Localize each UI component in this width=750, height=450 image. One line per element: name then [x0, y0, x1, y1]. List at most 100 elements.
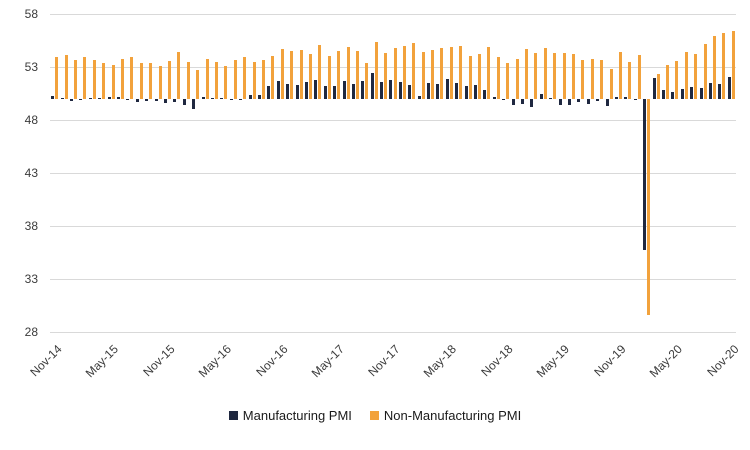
gridline — [50, 173, 736, 174]
gridline — [50, 14, 736, 15]
x-tick-label: Nov-20 — [703, 342, 742, 380]
bar-non-manufacturing-pmi — [327, 56, 331, 99]
bar-manufacturing-pmi — [633, 98, 637, 100]
bar-non-manufacturing-pmi — [628, 61, 632, 99]
bar-non-manufacturing-pmi — [684, 52, 688, 99]
gridline — [50, 226, 736, 227]
bar-non-manufacturing-pmi — [722, 33, 726, 99]
x-tick-label: Nov-19 — [591, 342, 629, 380]
bar-non-manufacturing-pmi — [506, 62, 510, 99]
bar-manufacturing-pmi — [605, 98, 609, 107]
bar-manufacturing-pmi — [586, 98, 590, 105]
x-tick-label: Nov-15 — [140, 342, 178, 380]
legend-item-non-manufacturing: Non-Manufacturing PMI — [369, 408, 521, 423]
bar-manufacturing-pmi — [671, 92, 675, 99]
bar-non-manufacturing-pmi — [562, 53, 566, 99]
bar-non-manufacturing-pmi — [158, 65, 162, 99]
bar-non-manufacturing-pmi — [637, 55, 641, 99]
bar-manufacturing-pmi — [380, 81, 384, 99]
bar-non-manufacturing-pmi — [196, 70, 200, 99]
bar-non-manufacturing-pmi — [543, 47, 547, 99]
bar-non-manufacturing-pmi — [449, 46, 453, 99]
bar-non-manufacturing-pmi — [468, 56, 472, 99]
bar-non-manufacturing-pmi — [731, 30, 735, 99]
bar-non-manufacturing-pmi — [233, 59, 237, 99]
y-tick-label: 28 — [24, 325, 38, 339]
bar-manufacturing-pmi — [708, 82, 712, 99]
bar-manufacturing-pmi — [173, 98, 177, 102]
bar-non-manufacturing-pmi — [224, 65, 228, 99]
x-tick-label: Nov-18 — [478, 342, 516, 380]
bar-manufacturing-pmi — [69, 98, 73, 101]
bar-non-manufacturing-pmi — [609, 69, 613, 99]
bar-manufacturing-pmi — [220, 97, 224, 99]
bar-non-manufacturing-pmi — [177, 52, 181, 99]
x-axis-labels: Nov-14 May-15 Nov-15 May-16 Nov-16 May-17 Nov-… — [27, 338, 741, 400]
bar-non-manufacturing-pmi — [534, 53, 538, 99]
x-tick-label: May-17 — [308, 342, 347, 381]
bar-non-manufacturing-pmi — [83, 57, 87, 99]
bar-non-manufacturing-pmi — [280, 48, 284, 99]
y-tick-label: 48 — [24, 113, 38, 127]
bar-manufacturing-pmi — [511, 98, 515, 106]
x-tick-label: Nov-17 — [365, 342, 403, 380]
bar-manufacturing-pmi — [464, 86, 468, 99]
bar-manufacturing-pmi — [445, 78, 449, 99]
bar-non-manufacturing-pmi — [459, 45, 463, 99]
y-tick-label: 53 — [24, 60, 38, 74]
bar-non-manufacturing-pmi — [666, 64, 670, 99]
bar-manufacturing-pmi — [558, 98, 562, 106]
bar-manufacturing-pmi — [502, 98, 506, 100]
bar-non-manufacturing-pmi — [214, 61, 218, 99]
bar-manufacturing-pmi — [699, 88, 703, 99]
bar-manufacturing-pmi — [427, 82, 431, 99]
bar-manufacturing-pmi — [727, 76, 731, 99]
bar-non-manufacturing-pmi — [478, 54, 482, 99]
bar-manufacturing-pmi — [276, 80, 280, 99]
bar-non-manufacturing-pmi — [92, 59, 96, 99]
bar-non-manufacturing-pmi — [149, 62, 153, 99]
bar-manufacturing-pmi — [107, 96, 111, 99]
bar-manufacturing-pmi — [192, 98, 196, 110]
bar-manufacturing-pmi — [521, 98, 525, 105]
bar-non-manufacturing-pmi — [120, 58, 124, 99]
y-tick-label: 43 — [24, 166, 38, 180]
bar-manufacturing-pmi — [51, 95, 55, 99]
legend-item-manufacturing: Manufacturing PMI — [228, 408, 352, 423]
x-tick-label: May-19 — [533, 342, 573, 381]
bar-non-manufacturing-pmi — [600, 59, 604, 99]
bar-manufacturing-pmi — [596, 98, 600, 101]
x-tick-label: May-18 — [421, 342, 460, 381]
gridline — [50, 279, 736, 280]
bar-manufacturing-pmi — [286, 83, 290, 99]
bar-manufacturing-pmi — [201, 96, 205, 99]
bar-manufacturing-pmi — [257, 94, 261, 99]
bar-non-manufacturing-pmi — [402, 45, 406, 99]
bar-manufacturing-pmi — [60, 97, 64, 99]
bar-non-manufacturing-pmi — [393, 47, 397, 99]
x-tick-label: Nov-16 — [252, 342, 291, 380]
y-tick-label: 33 — [24, 272, 38, 286]
bar-manufacturing-pmi — [370, 73, 374, 99]
bar-manufacturing-pmi — [304, 81, 308, 99]
bar-manufacturing-pmi — [455, 82, 459, 99]
bar-non-manufacturing-pmi — [581, 59, 585, 99]
bar-non-manufacturing-pmi — [355, 51, 359, 99]
bar-non-manufacturing-pmi — [205, 58, 209, 99]
bar-non-manufacturing-pmi — [308, 54, 312, 99]
x-tick-label: May-20 — [646, 342, 685, 381]
bar-manufacturing-pmi — [539, 93, 543, 99]
bar-manufacturing-pmi — [154, 98, 158, 101]
bar-manufacturing-pmi — [389, 79, 393, 99]
bar-manufacturing-pmi — [577, 98, 581, 102]
bar-manufacturing-pmi — [680, 89, 684, 99]
bar-manufacturing-pmi — [229, 98, 233, 100]
bar-manufacturing-pmi — [342, 80, 346, 99]
bar-non-manufacturing-pmi — [271, 56, 275, 99]
bar-non-manufacturing-pmi — [186, 61, 190, 99]
bar-non-manufacturing-pmi — [675, 60, 679, 99]
bar-manufacturing-pmi — [408, 85, 412, 99]
bar-manufacturing-pmi — [182, 98, 186, 106]
bar-manufacturing-pmi — [333, 86, 337, 99]
bar-non-manufacturing-pmi — [412, 42, 416, 99]
